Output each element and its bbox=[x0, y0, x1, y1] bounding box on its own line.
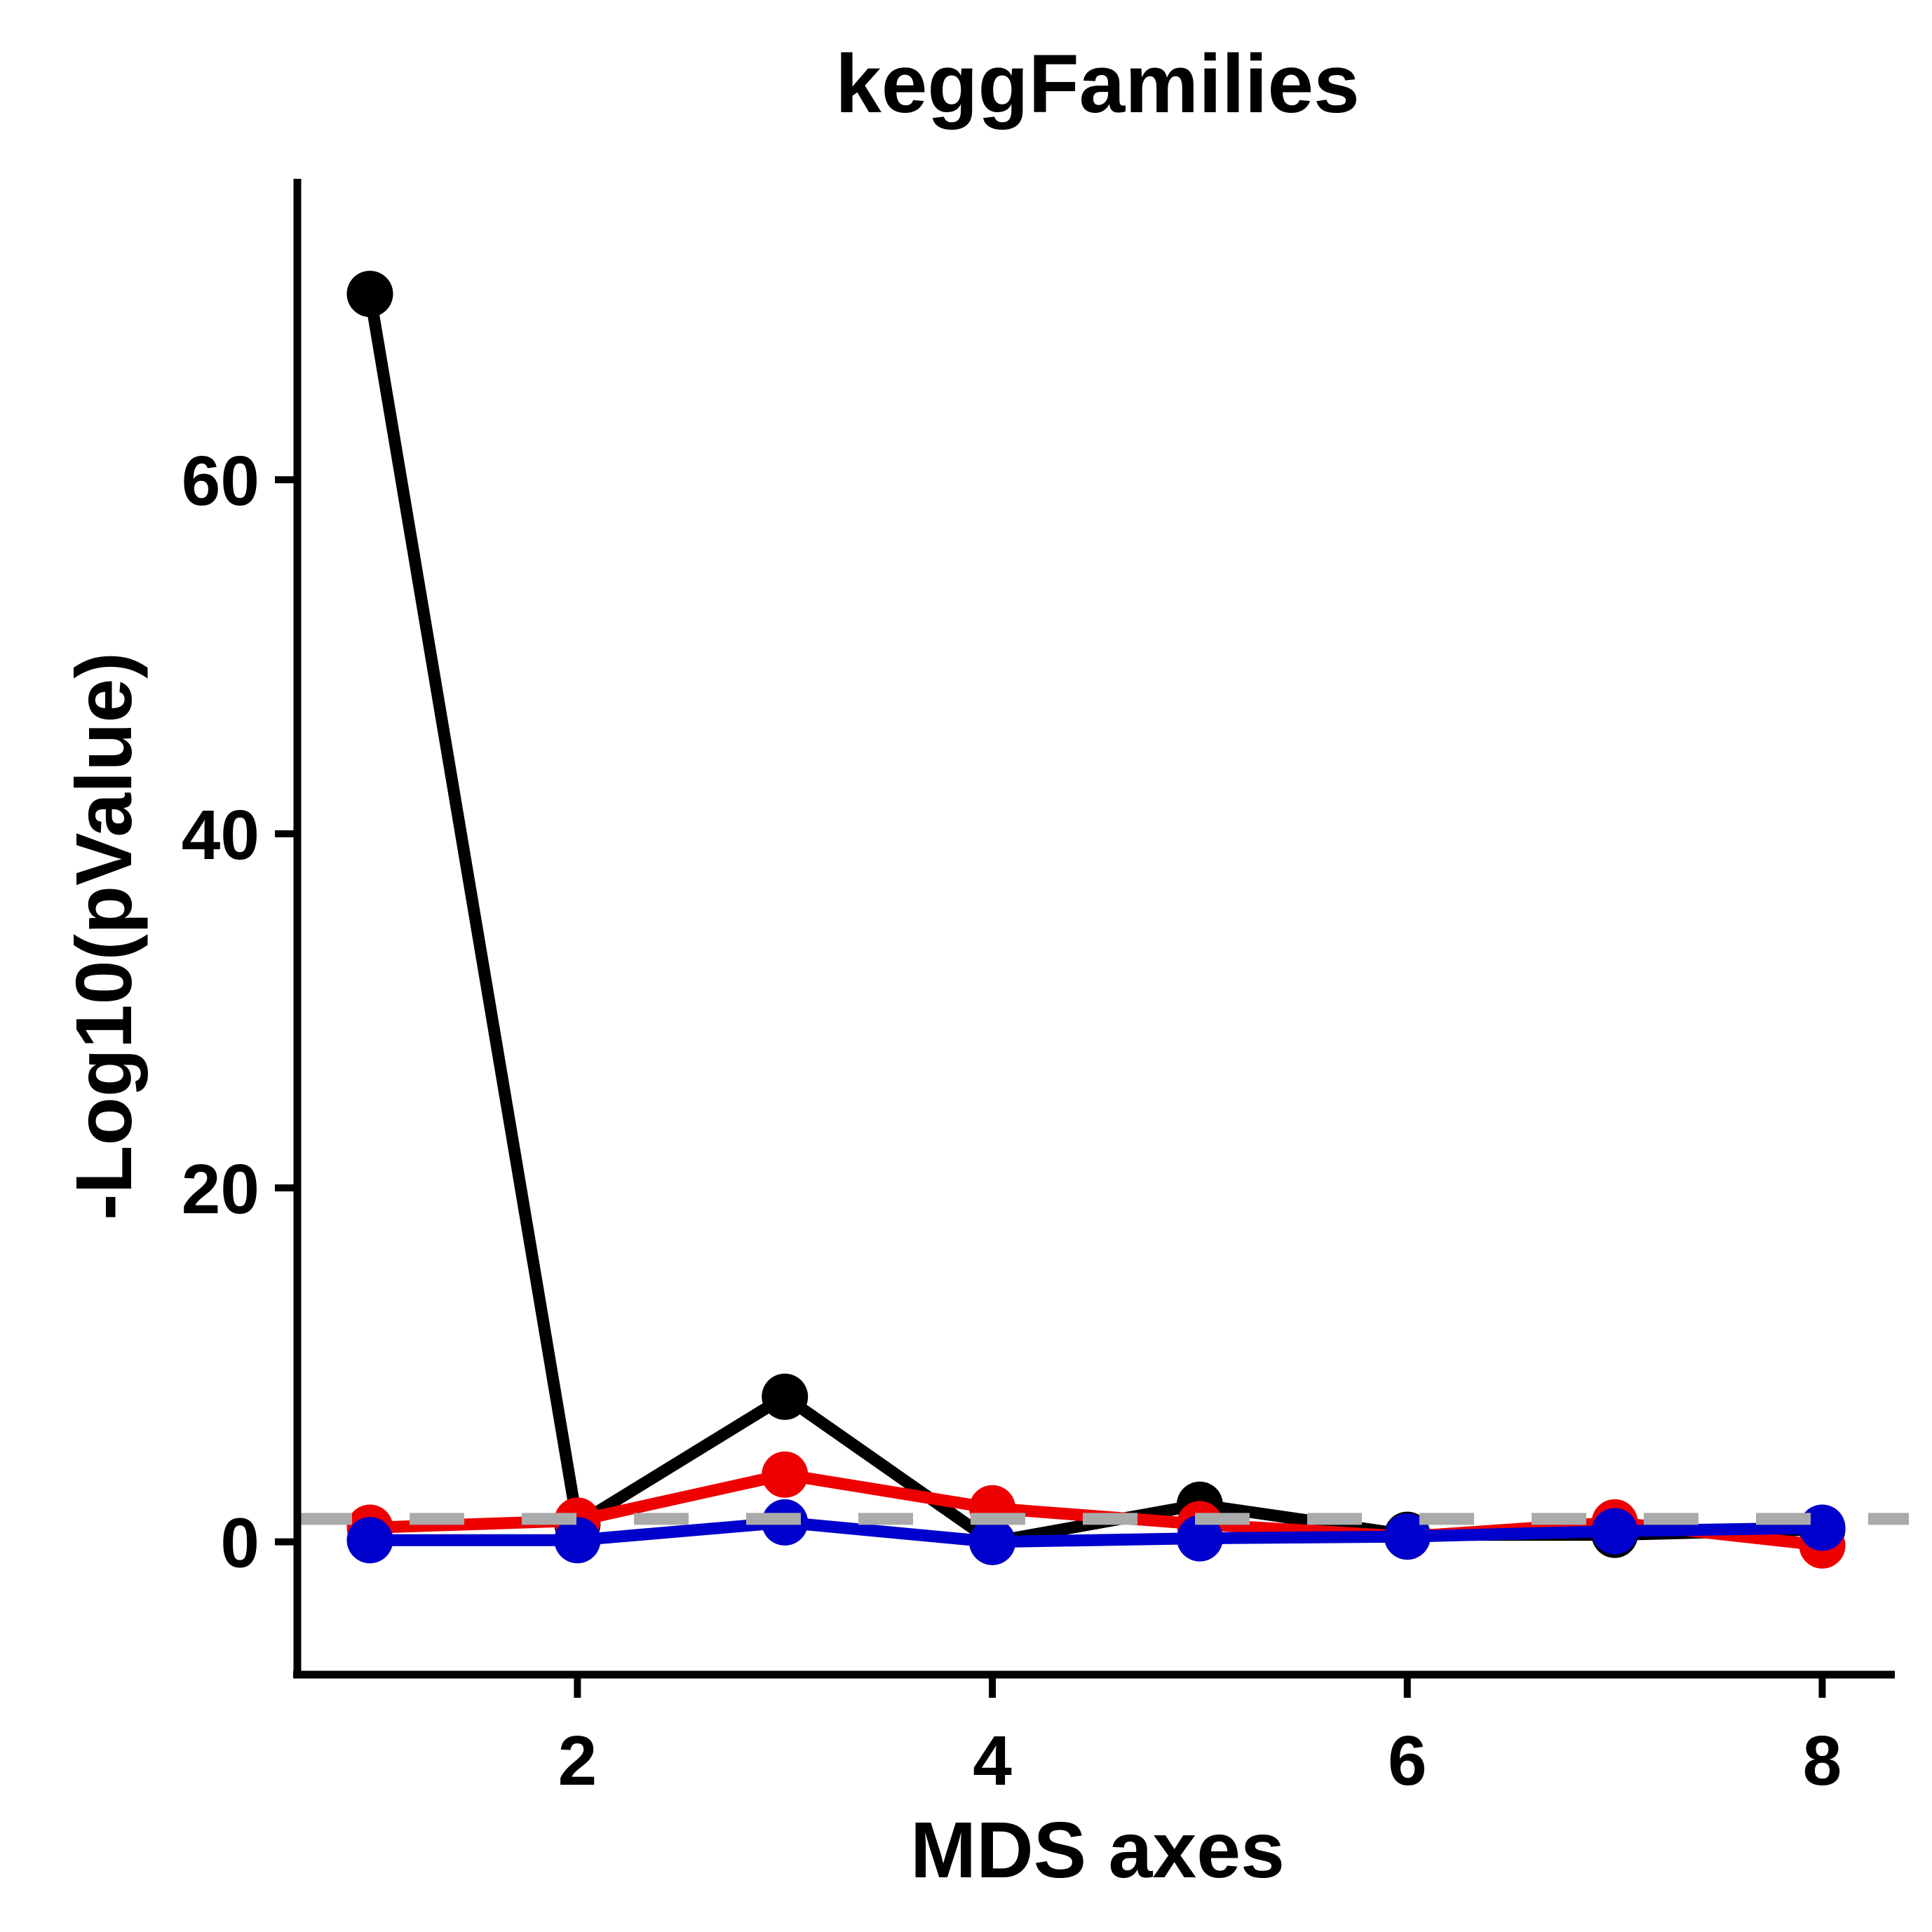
series-1-line bbox=[364, 292, 1823, 1548]
x-tick-label: 8 bbox=[1803, 1722, 1842, 1800]
ticks: 2 4 6 8 0 20 40 60 bbox=[182, 442, 1842, 1800]
axes bbox=[293, 179, 1895, 1679]
series-3-point bbox=[1799, 1504, 1846, 1551]
series-1-point bbox=[762, 1373, 809, 1420]
y-tick-label: 60 bbox=[182, 442, 259, 520]
y-tick-label: 0 bbox=[220, 1504, 259, 1583]
series-3-line bbox=[370, 1516, 1823, 1548]
x-tick-label: 6 bbox=[1388, 1722, 1427, 1800]
series-3-point bbox=[554, 1517, 601, 1564]
x-axis-label: MDS axes bbox=[910, 1806, 1285, 1894]
plot-area bbox=[297, 271, 1909, 1569]
y-tick-label: 20 bbox=[182, 1150, 259, 1229]
y-axis-label: -Log10(pValue) bbox=[60, 652, 148, 1220]
series-3-point bbox=[969, 1518, 1016, 1565]
x-tick-label: 2 bbox=[558, 1722, 597, 1800]
series-3-point bbox=[1176, 1515, 1223, 1562]
chart-title: keggFamilies bbox=[835, 38, 1360, 130]
x-tick-label: 4 bbox=[973, 1722, 1012, 1800]
series-3-point bbox=[1591, 1508, 1638, 1555]
y-tick-label: 40 bbox=[182, 796, 259, 874]
series-1-point bbox=[346, 271, 393, 318]
series-3-point bbox=[1384, 1513, 1431, 1560]
series-3-point bbox=[346, 1517, 393, 1564]
series-2-point bbox=[762, 1451, 809, 1498]
